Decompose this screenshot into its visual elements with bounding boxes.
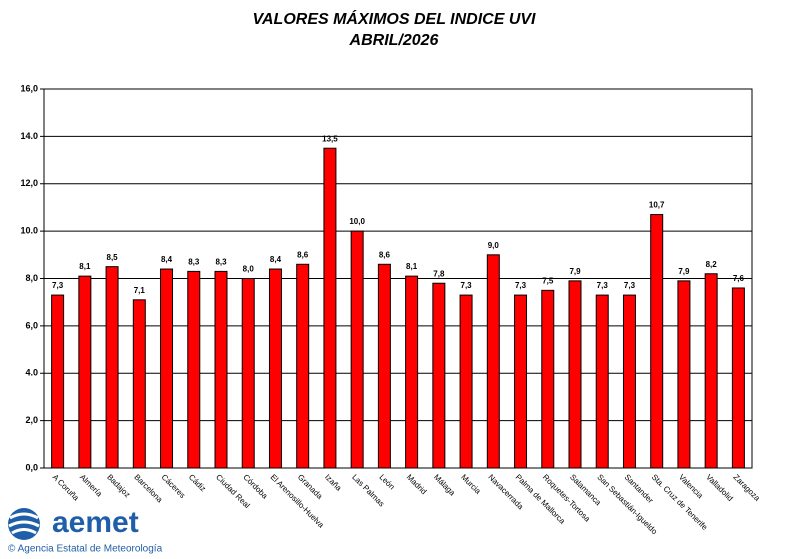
y-tick-label: 2,0 bbox=[25, 415, 38, 425]
x-tick-label: Madrid bbox=[405, 473, 429, 497]
chart-subtitle: ABRIL/2026 bbox=[349, 32, 439, 49]
bar bbox=[432, 282, 446, 469]
logo-icon bbox=[8, 508, 40, 540]
bar bbox=[677, 280, 691, 469]
bar bbox=[296, 263, 310, 469]
value-label: 7,3 bbox=[461, 281, 473, 290]
value-label: 8,1 bbox=[79, 262, 91, 271]
x-tick-label: Valladolid bbox=[704, 473, 734, 503]
logo-name: aemet bbox=[52, 506, 139, 539]
value-label: 7,9 bbox=[678, 267, 690, 276]
x-tick-label: Roquetes-Tortosa bbox=[541, 473, 592, 524]
value-label: 10,7 bbox=[649, 201, 665, 210]
value-label: 7,3 bbox=[52, 281, 64, 290]
value-label: 13,5 bbox=[322, 134, 338, 143]
x-tick-label: El Arenosillo-Huelva bbox=[269, 473, 326, 530]
bar bbox=[78, 275, 92, 469]
bar bbox=[350, 230, 364, 469]
value-label: 7,9 bbox=[569, 267, 581, 276]
value-label: 8,5 bbox=[107, 253, 119, 262]
value-label: 8,6 bbox=[379, 250, 391, 259]
bar bbox=[568, 280, 582, 469]
y-tick-label: 10.0 bbox=[20, 226, 38, 236]
bar bbox=[459, 294, 473, 469]
x-tick-label: Murcia bbox=[459, 473, 483, 497]
value-label: 7,5 bbox=[542, 276, 554, 285]
x-tick-label: A Coruña bbox=[51, 473, 81, 503]
x-tick-label: Málaga bbox=[432, 473, 457, 498]
y-tick-label: 14.0 bbox=[20, 131, 38, 141]
bar bbox=[731, 287, 745, 469]
value-label: 7,1 bbox=[134, 286, 146, 295]
bar bbox=[132, 299, 146, 469]
value-label: 8,0 bbox=[243, 265, 255, 274]
chart-title: VALORES MÁXIMOS DEL INDICE UVI bbox=[253, 9, 537, 28]
bar bbox=[241, 278, 255, 469]
value-label: 7,8 bbox=[433, 269, 445, 278]
y-tick-label: 0,0 bbox=[25, 462, 38, 472]
y-tick-label: 4.0 bbox=[25, 368, 38, 378]
bar bbox=[51, 294, 65, 469]
value-label: 8,2 bbox=[706, 260, 718, 269]
value-label: 7,6 bbox=[733, 274, 745, 283]
bar bbox=[541, 289, 555, 469]
bar bbox=[650, 214, 664, 469]
bar bbox=[268, 268, 282, 469]
y-tick-label: 12,0 bbox=[20, 178, 38, 188]
x-tick-label: Almería bbox=[78, 473, 104, 499]
bar bbox=[377, 263, 391, 469]
y-tick-label: 16,0 bbox=[20, 83, 38, 93]
value-label: 7,3 bbox=[597, 281, 609, 290]
x-tick-label: Izaña bbox=[323, 473, 344, 494]
bar bbox=[514, 294, 528, 469]
y-tick-label: 6,0 bbox=[25, 320, 38, 330]
x-tick-label: Cáceres bbox=[160, 473, 187, 500]
bar bbox=[160, 268, 174, 469]
bar bbox=[214, 270, 228, 469]
bar bbox=[486, 254, 500, 469]
value-label: 8,3 bbox=[215, 258, 227, 267]
x-tick-label: Cádiz bbox=[187, 473, 208, 494]
value-label: 8,1 bbox=[406, 262, 418, 271]
value-label: 8,4 bbox=[161, 255, 173, 264]
x-tick-label: Palma de Mallorca bbox=[514, 473, 568, 527]
bar bbox=[187, 270, 201, 469]
value-label: 7,3 bbox=[624, 281, 636, 290]
bar bbox=[704, 273, 718, 469]
x-tick-label: León bbox=[377, 473, 396, 492]
bar bbox=[105, 266, 119, 469]
value-label: 8,4 bbox=[270, 255, 282, 264]
value-label: 10,0 bbox=[349, 217, 365, 226]
bar bbox=[595, 294, 609, 469]
bar bbox=[622, 294, 636, 469]
x-tick-label: Badajoz bbox=[105, 473, 132, 500]
logo-caption: © Agencia Estatal de Meteorología bbox=[8, 544, 163, 555]
value-label: 9,0 bbox=[488, 241, 500, 250]
bar bbox=[323, 147, 337, 469]
y-tick-label: 8,0 bbox=[25, 273, 38, 283]
value-label: 8,3 bbox=[188, 258, 200, 267]
bar bbox=[405, 275, 419, 469]
value-label: 8,6 bbox=[297, 250, 309, 259]
x-tick-label: Zaragoza bbox=[731, 473, 762, 504]
value-label: 7,3 bbox=[515, 281, 527, 290]
